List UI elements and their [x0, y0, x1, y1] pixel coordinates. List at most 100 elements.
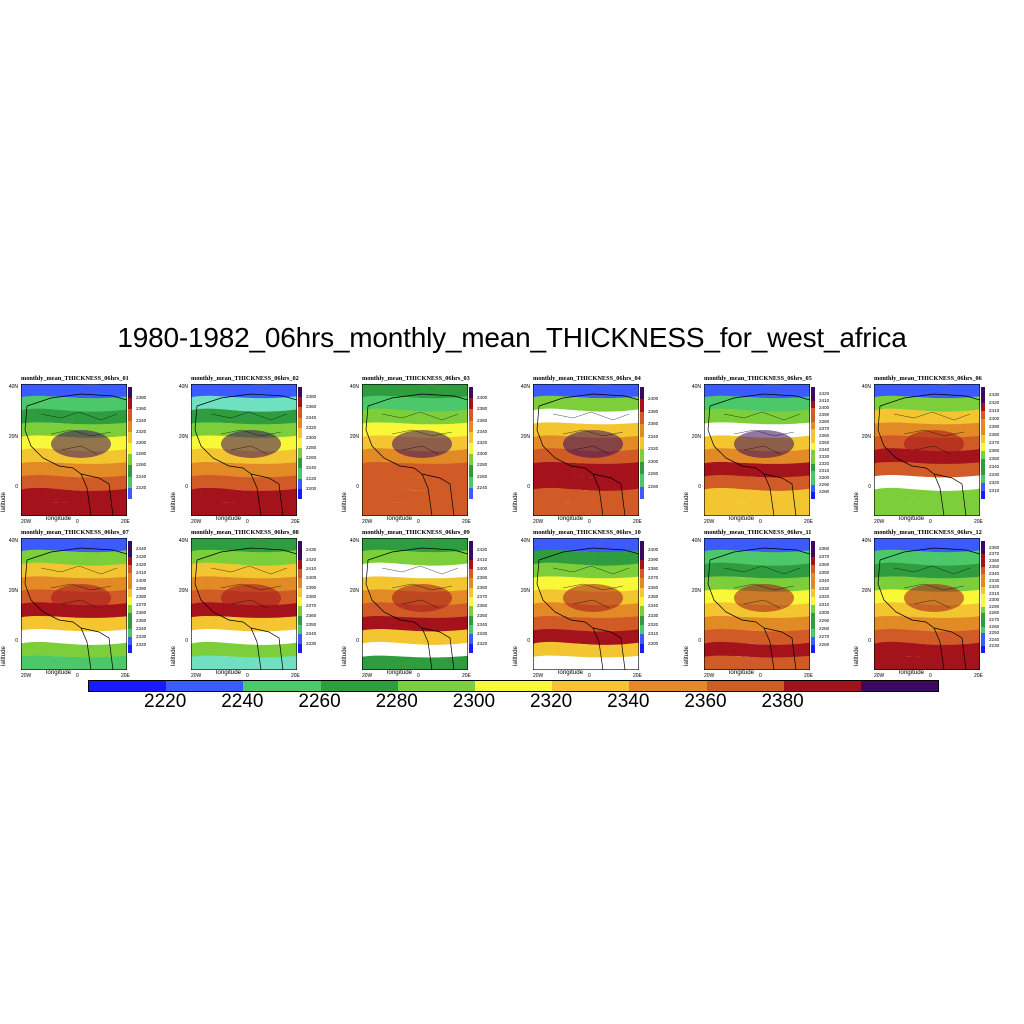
longitude-tick-label: 20W: [191, 673, 202, 679]
colorbar-segment: [981, 459, 985, 467]
colorbar-tick-label: 2350: [989, 456, 1000, 461]
contour-band: [191, 616, 297, 633]
colorbar-tick-label: 2220: [306, 475, 317, 481]
colorbar-segment: [640, 559, 644, 569]
colorbar-tick-label: 2400: [136, 578, 147, 583]
colorbar-segment: [298, 596, 302, 607]
colorbar-tick-label: 2360: [136, 610, 147, 615]
colorbar-tick-label: 2380: [477, 584, 488, 590]
panel-title: monthly_mean_THICKNESS_06hrs_09: [362, 529, 470, 536]
colorbar-tick-label: 2330: [989, 472, 1000, 477]
latitude-tick-label: 20N: [178, 588, 188, 594]
contour-band: [874, 538, 980, 554]
colorbar-tick-label: 2360: [819, 562, 830, 567]
contour-band: [21, 549, 127, 567]
map-frame: [21, 384, 127, 516]
colorbar-tick-label: 2350: [136, 618, 147, 623]
colorbar-segment: [469, 465, 473, 477]
longitude-tick-label: 0: [588, 519, 591, 525]
colorbar-segment: [811, 457, 815, 464]
colorbar-tick-label: 2300: [477, 451, 488, 457]
colorbar-segment: [981, 560, 985, 568]
contour-band: [362, 395, 468, 413]
colorbar-segment: [811, 557, 815, 565]
thickness-maximum: [904, 584, 964, 612]
contour-band: [21, 562, 127, 581]
colorbar-tick-label: 2390: [477, 575, 488, 581]
panel-title: monthly_mean_THICKNESS_06hrs_01: [21, 375, 129, 382]
longitude-tick-label: 0: [76, 519, 79, 525]
x-axis-label: longitude: [558, 515, 584, 522]
colorbar-tick-label: 2280: [989, 610, 1000, 616]
colorbar-segment: [298, 634, 302, 644]
x-axis-label: longitude: [216, 669, 242, 676]
contour-band: [191, 549, 297, 567]
latitude-tick-label: 0: [356, 484, 359, 490]
latitude-tick-label: 20N: [520, 434, 530, 440]
colorbar-segment: [469, 409, 473, 421]
colorbar-tick-label: 2320: [477, 440, 488, 445]
contour-band: [21, 501, 127, 516]
colorbar-segment: [811, 621, 815, 629]
latitude-tick-label: 20N: [349, 434, 359, 440]
contour-band: [533, 408, 639, 427]
colorbar-segment: [298, 417, 302, 428]
contour-band: [874, 384, 980, 400]
panel-colorbar: [128, 541, 132, 653]
colorbar-tick-label: 2350: [306, 622, 317, 627]
contour-band: [21, 655, 127, 670]
latitude-tick-label: 20N: [691, 434, 701, 440]
colorbar-segment: [811, 581, 815, 589]
latitude-tick-label: 0: [698, 484, 701, 490]
y-axis-label: latitude: [341, 492, 348, 512]
latitude-tick-label: 0: [527, 638, 530, 644]
colorbar-segment: [981, 541, 985, 548]
colorbar-segment: [640, 550, 644, 560]
contour-band: [874, 408, 980, 427]
colorbar-tick-label: 2310: [819, 468, 830, 473]
panel-title: monthly_mean_THICKNESS_06hrs_03: [362, 375, 470, 382]
colorbar-segment: [298, 437, 302, 449]
panel-colorbar: [469, 387, 473, 499]
longitude-tick-label: 20E: [462, 519, 471, 525]
thickness-map: [21, 384, 127, 516]
colorbar-tick-label: 2320: [648, 622, 659, 627]
colorbar-tick-label: 2260: [306, 455, 317, 461]
colorbar-segment: [128, 613, 132, 621]
colorbar-segment: [811, 408, 815, 415]
colorbar-segment: [811, 429, 815, 436]
colorbar-segment: [981, 633, 985, 640]
colorbar-tick-label: 2320: [989, 480, 1000, 485]
colorbar-segment: [128, 597, 132, 605]
colorbar-segment: [981, 593, 985, 601]
contour-band: [874, 395, 980, 413]
contour-band: [21, 616, 127, 633]
colorbar-segment: [128, 573, 132, 581]
colorbar-segment: [811, 605, 815, 613]
colorbar-tick-label: 2390: [306, 584, 317, 590]
colorbar-tick-label: 2420: [136, 562, 147, 567]
contour-band: [191, 501, 297, 516]
colorbar-tick-label: 2360: [477, 603, 488, 609]
latitude-tick-label: 40N: [178, 384, 188, 390]
colorbar-tick-label: 2310: [989, 590, 1000, 596]
colorbar-segment: [640, 449, 644, 462]
colorbar-tick-label: 2300: [136, 440, 147, 445]
map-frame: [704, 538, 810, 670]
contour-band: [874, 462, 980, 479]
colorbar-segment: [811, 549, 815, 557]
colorbar-tick-label: 2410: [989, 408, 1000, 413]
longitude-tick-label: 20E: [633, 519, 642, 525]
country-borders: [723, 411, 801, 455]
contour-band: [362, 487, 468, 506]
colorbar-segment: [640, 387, 644, 400]
colorbar-segment: [640, 578, 644, 588]
contour-band: [533, 641, 639, 660]
colorbar-tick-label: 2340: [477, 428, 488, 434]
colorbar-tick-label: 2260: [819, 642, 830, 647]
longitude-tick-label: 20E: [633, 673, 642, 679]
contour-band: [21, 384, 127, 400]
colorbar-tick-label: 2320: [136, 428, 147, 434]
latitude-tick-label: 40N: [8, 538, 18, 544]
colorbar-segment: [981, 600, 985, 607]
